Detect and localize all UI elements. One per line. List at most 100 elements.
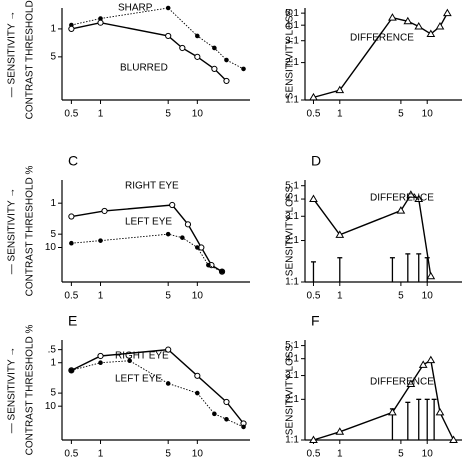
point	[335, 85, 345, 94]
point	[165, 32, 172, 40]
x-tick-label: 0.5	[307, 109, 321, 120]
series-label: SHARP	[118, 3, 153, 14]
y-tick-label: 10	[45, 401, 57, 412]
series-label: RIGHT EYE	[125, 181, 179, 192]
x-tick-label: 0.5	[64, 449, 78, 460]
y-tick-label: 5	[50, 229, 56, 240]
series-line	[71, 348, 245, 424]
x-tick-label: 10	[192, 449, 204, 460]
y-axis-label: SENSITIVITY LOSS	[285, 185, 296, 276]
point	[309, 435, 318, 443]
point	[406, 379, 416, 387]
point	[396, 206, 406, 214]
x-tick-label: 1	[98, 449, 104, 460]
point	[426, 271, 436, 280]
y-axis-label: CONTRAST THRESHOLD %	[25, 0, 36, 119]
point	[403, 16, 413, 25]
x-tick-label: 1	[98, 109, 104, 120]
series-line	[313, 12, 448, 99]
point	[101, 207, 108, 215]
x-tick-label: 1	[337, 291, 343, 302]
point	[442, 8, 452, 17]
y-tick-label: 3:1	[285, 35, 299, 46]
y-tick-label: 2:1	[285, 57, 299, 68]
point	[165, 231, 171, 237]
series-label: DIFFERENCE	[370, 193, 434, 204]
y-tick-label: 2:1	[285, 235, 299, 246]
panel-letter: F	[311, 313, 320, 329]
y-tick-label: 5	[50, 51, 56, 62]
y-tick-label: 1	[50, 198, 56, 209]
point	[165, 346, 172, 353]
point	[223, 398, 230, 406]
x-tick-label: 10	[422, 109, 434, 120]
series-label: LEFT EYE	[115, 374, 162, 385]
point	[414, 194, 424, 203]
series-line	[71, 233, 223, 273]
series-label: RIGHT EYE	[115, 351, 169, 362]
point	[426, 29, 436, 37]
y-axis-label: — SENSITIVITY →	[7, 11, 18, 98]
point	[165, 5, 171, 11]
x-tick-label: 5	[165, 291, 171, 302]
x-tick-label: 0.5	[64, 291, 78, 302]
y-axis-label: SENSITIVITY LOSS	[285, 8, 296, 99]
series-line	[313, 359, 455, 441]
point	[98, 238, 103, 243]
point	[219, 269, 225, 274]
y-tick-label: 1	[50, 357, 56, 368]
point	[388, 407, 397, 416]
panel-letter: C	[68, 153, 78, 169]
x-tick-label: 10	[192, 291, 204, 302]
point	[165, 381, 171, 386]
point	[449, 435, 458, 443]
point	[418, 360, 428, 368]
point	[195, 245, 200, 250]
y-tick-label: .5	[48, 344, 57, 355]
x-tick-label: 1	[337, 109, 343, 120]
y-axis-label: SENSITIVITY LOSS	[285, 344, 296, 435]
point	[212, 45, 217, 51]
y-axis-label: — SENSITIVITY →	[7, 347, 18, 434]
x-tick-label: 1	[337, 449, 343, 460]
series-line	[312, 193, 432, 277]
y-tick-label: 3:1	[285, 370, 299, 381]
y-tick-label: 10	[45, 242, 57, 253]
y-tick-label: 4:1	[285, 353, 299, 364]
point	[69, 240, 74, 246]
y-tick-label: 1:1	[285, 277, 299, 288]
y-tick-label: 4:1	[285, 194, 299, 205]
point	[309, 194, 318, 203]
point	[406, 190, 416, 198]
y-axis-label: CONTRAST THRESHOLD %	[25, 325, 36, 456]
point	[224, 416, 229, 422]
point	[180, 235, 185, 240]
y-tick-label: 5:1	[285, 340, 299, 351]
x-tick-label: 10	[192, 109, 204, 120]
x-tick-label: 10	[422, 291, 434, 302]
point	[335, 427, 345, 435]
point	[206, 262, 211, 268]
x-tick-label: 5	[398, 449, 404, 460]
x-tick-label: 5	[165, 109, 171, 120]
y-tick-label: 3:1	[285, 211, 299, 222]
point	[68, 25, 75, 33]
series-label: LEFT EYE	[125, 217, 172, 228]
point	[184, 221, 192, 228]
point	[179, 44, 186, 52]
point	[97, 19, 104, 26]
y-tick-label: 5:1	[285, 180, 299, 191]
x-tick-label: 0.5	[307, 291, 321, 302]
point	[435, 22, 445, 30]
point	[414, 22, 424, 30]
point	[98, 360, 103, 366]
point	[68, 213, 75, 220]
x-tick-label: 5	[398, 109, 404, 120]
x-tick-label: 0.5	[64, 109, 78, 120]
y-tick-label: 1:1	[285, 95, 299, 106]
y-tick-label: 1	[50, 24, 56, 35]
point	[309, 92, 318, 101]
x-tick-label: 5	[398, 291, 404, 302]
y-tick-label: 1:1	[285, 435, 299, 446]
